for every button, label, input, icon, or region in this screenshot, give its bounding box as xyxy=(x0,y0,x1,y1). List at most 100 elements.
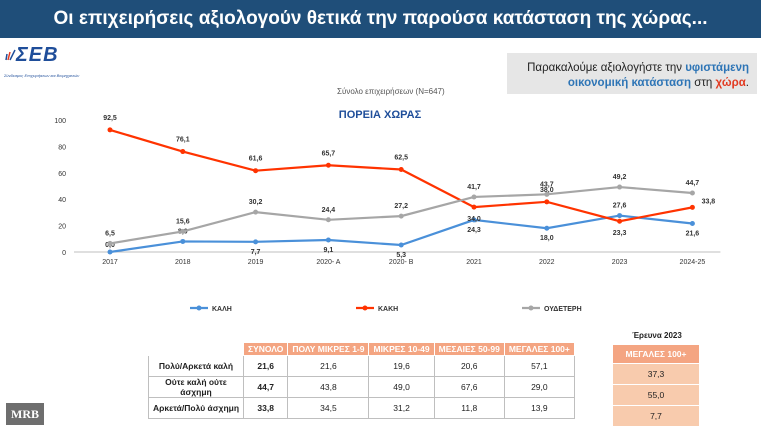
data-label: 43,7 xyxy=(540,181,554,188)
data-point xyxy=(253,239,259,245)
data-point xyxy=(398,167,404,172)
data-label: 30,2 xyxy=(249,199,263,206)
table-row: Αρκετά/Πολύ άσχημη 33,8 34,5 31,2 11,8 13,9 xyxy=(148,397,575,419)
x-tick-label: 2018 xyxy=(175,259,191,266)
data-label: 5,3 xyxy=(396,252,406,259)
data-point xyxy=(471,194,477,200)
table-cell: 31,2 xyxy=(368,397,435,419)
y-tick-label: 60 xyxy=(58,171,66,178)
data-point xyxy=(689,190,695,196)
legend-marker xyxy=(528,305,534,311)
data-label: 44,7 xyxy=(686,180,700,187)
data-point xyxy=(689,204,695,210)
data-label: 33,8 xyxy=(702,198,716,205)
x-tick-label: 2020- B xyxy=(389,259,414,266)
column-header: ΜΕΣΑΙΕΣ 50-99 xyxy=(433,342,505,356)
data-label: 61,6 xyxy=(249,156,263,163)
x-tick-label: 2020- A xyxy=(316,259,340,266)
table-cell: 11,8 xyxy=(433,397,505,419)
note-text-1: Παρακαλούμε αξιολογήστε την xyxy=(527,62,686,74)
table-row: Πολύ/Αρκετά καλή 21,6 21,6 19,6 20,6 57,1 xyxy=(148,355,575,377)
x-tick-label: 2017 xyxy=(102,259,118,266)
note-text-2: στη xyxy=(691,77,716,89)
data-point xyxy=(107,127,113,133)
table-cell: 20,6 xyxy=(433,355,505,377)
table-cell: 29,0 xyxy=(503,376,575,398)
note-highlight-2: χώρα xyxy=(715,77,746,89)
x-tick-label: 2023 xyxy=(612,259,628,266)
sample-size-label: Σύνολο επιχειρήσεων (N=647) xyxy=(337,87,445,96)
page-title: Οι επιχειρήσεις αξιολογούν θετικά την πα… xyxy=(53,8,708,29)
survey-2023-cell: 7,7 xyxy=(612,405,700,427)
seb-logo xyxy=(5,49,16,61)
logo-mark-icon xyxy=(5,49,16,61)
x-tick-label: 2022 xyxy=(539,259,555,266)
logo-subtitle: Σύνδεσμος Επιχειρήσεων και Βιομηχανιών xyxy=(4,73,80,78)
row-label: Πολύ/Αρκετά καλή xyxy=(148,355,244,377)
data-label: 6,5 xyxy=(105,230,115,237)
y-tick-label: 100 xyxy=(54,118,66,125)
x-tick-label: 2021 xyxy=(466,259,482,266)
table-cell: 19,6 xyxy=(368,355,435,377)
data-point xyxy=(253,168,259,174)
question-note: Παρακαλούμε αξιολογήστε την υφιστάμενη ο… xyxy=(507,53,757,94)
x-tick-label: 2019 xyxy=(248,259,264,266)
data-point xyxy=(180,228,186,234)
table-cell: 43,8 xyxy=(287,376,370,398)
table-cell: 33,8 xyxy=(242,397,289,419)
data-point xyxy=(544,191,550,197)
data-point xyxy=(544,199,550,205)
legend-label: ΚΑΚΗ xyxy=(378,306,398,313)
data-point xyxy=(325,162,331,168)
column-header: ΜΕΓΑΛΕΣ 100+ xyxy=(503,342,575,356)
table-cell: 44,7 xyxy=(242,376,289,398)
table-header-row: ΣΥΝΟΛΟ ΠΟΛΥ ΜΙΚΡΕΣ 1-9 ΜΙΚΡΕΣ 10-49 ΜΕΣΑΙΕΣ… xyxy=(148,342,575,356)
data-label: 7,7 xyxy=(251,249,261,256)
data-point xyxy=(325,237,331,243)
legend-marker xyxy=(196,305,202,311)
data-label: 76,1 xyxy=(176,137,190,144)
data-label: 23,3 xyxy=(613,230,627,237)
table-cell: 57,1 xyxy=(503,355,575,377)
row-label: Ούτε καλή ούτε άσχημη xyxy=(148,376,244,398)
y-tick-label: 20 xyxy=(58,224,66,231)
line-chart: ΠΟΡΕΙΑ ΧΩΡΑΣ 0 20 40 60 80 100 2017 2018 2019 2020… xyxy=(54,109,721,313)
table-cell: 21,6 xyxy=(287,355,370,377)
mrb-logo: MRB xyxy=(6,403,44,425)
survey-2023-title: Έρευνα 2023 xyxy=(632,331,682,340)
row-label: Αρκετά/Πολύ άσχημη xyxy=(148,397,244,419)
data-point xyxy=(325,217,331,223)
data-label: 27,6 xyxy=(613,203,627,210)
table-cell: 34,5 xyxy=(287,397,370,419)
survey-2023-cell: 55,0 xyxy=(612,384,700,406)
y-tick-label: 0 xyxy=(62,250,66,257)
column-header xyxy=(148,342,244,356)
data-point xyxy=(107,249,113,255)
survey-2023-header: ΜΕΓΑΛΕΣ 100+ xyxy=(612,344,700,364)
data-point xyxy=(471,217,477,223)
table-cell: 13,9 xyxy=(503,397,575,419)
data-point xyxy=(398,242,404,248)
table-cell: 49,0 xyxy=(368,376,435,398)
data-label: 38,0 xyxy=(540,187,554,194)
note-text-3: . xyxy=(745,77,749,89)
legend-label: ΟΥΔΕΤΕΡΗ xyxy=(544,306,582,313)
table-cell: 67,6 xyxy=(433,376,505,398)
data-point xyxy=(180,149,186,155)
logo-text: ΣΕΒ xyxy=(16,44,59,66)
data-point xyxy=(617,213,623,219)
data-point xyxy=(107,240,113,246)
data-point xyxy=(471,204,477,210)
data-point xyxy=(689,220,695,226)
breakdown-table: ΣΥΝΟΛΟ ΠΟΛΥ ΜΙΚΡΕΣ 1-9 ΜΙΚΡΕΣ 10-49 ΜΕΣΑΙΕΣ… xyxy=(148,342,575,419)
data-label: 92,5 xyxy=(103,115,117,122)
table-row: Ούτε καλή ούτε άσχημη 44,7 43,8 49,0 67,6 29,… xyxy=(148,376,575,398)
data-label: 24,3 xyxy=(467,227,481,234)
note-highlight-1: υφιστάμενη οικονομική κατάσταση xyxy=(567,62,749,89)
data-label: 62,5 xyxy=(394,155,408,162)
data-point xyxy=(544,225,550,231)
data-point xyxy=(253,209,259,215)
page-title-banner: Οι επιχειρήσεις αξιολογούν θετικά την πα… xyxy=(0,0,761,38)
survey-2023-table: ΜΕΓΑΛΕΣ 100+ 37,3 55,0 7,7 xyxy=(612,344,700,427)
column-header: ΣΥΝΟΛΟ xyxy=(242,342,289,356)
